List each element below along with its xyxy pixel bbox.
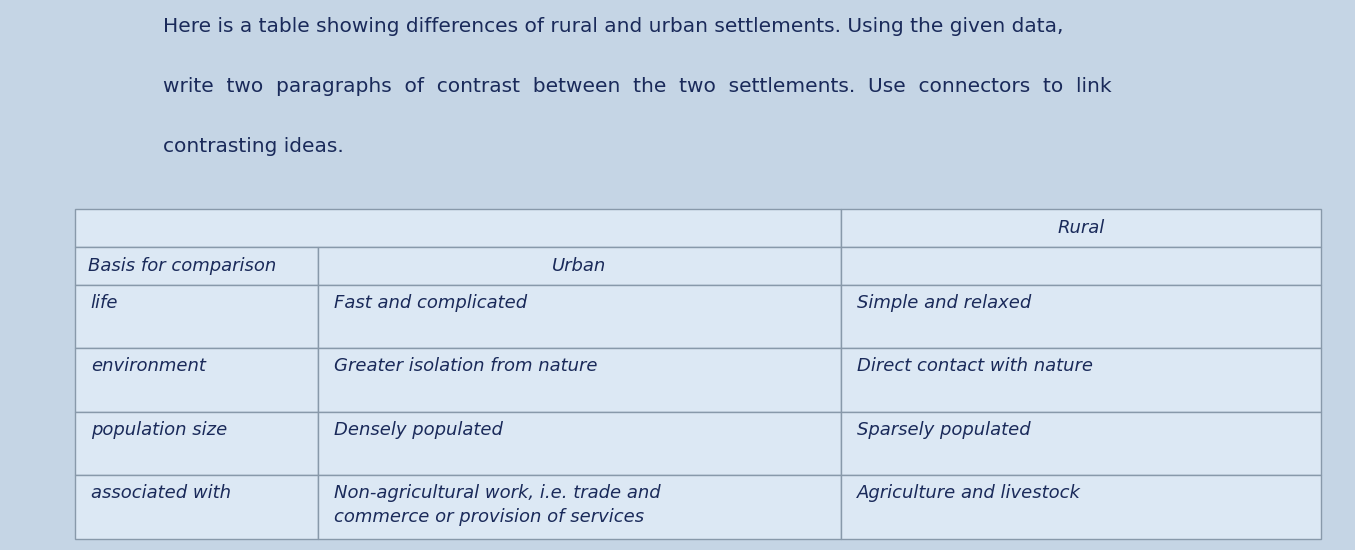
- Text: Simple and relaxed: Simple and relaxed: [858, 294, 1031, 312]
- Text: population size: population size: [91, 421, 228, 439]
- Text: Fast and complicated: Fast and complicated: [333, 294, 527, 312]
- Text: write  two  paragraphs  of  contrast  between  the  two  settlements.  Use  conn: write two paragraphs of contrast between…: [163, 77, 1111, 96]
- Bar: [317, 247, 841, 285]
- Bar: [317, 285, 841, 349]
- Bar: [75, 285, 317, 349]
- Bar: [841, 349, 1321, 412]
- Text: environment: environment: [91, 357, 206, 375]
- Text: life: life: [91, 294, 118, 312]
- Bar: [75, 209, 841, 247]
- Text: Direct contact with nature: Direct contact with nature: [858, 357, 1093, 375]
- Text: contrasting ideas.: contrasting ideas.: [163, 138, 343, 157]
- Text: Basis for comparison: Basis for comparison: [88, 257, 276, 275]
- Text: associated with: associated with: [91, 484, 230, 502]
- Text: Rural: Rural: [1057, 219, 1104, 237]
- Bar: [841, 247, 1321, 285]
- Bar: [841, 412, 1321, 475]
- Text: Sparsely populated: Sparsely populated: [858, 421, 1031, 439]
- Bar: [75, 412, 317, 475]
- Bar: [841, 285, 1321, 349]
- Text: Densely populated: Densely populated: [333, 421, 503, 439]
- Bar: [317, 412, 841, 475]
- Bar: [841, 475, 1321, 539]
- Text: Greater isolation from nature: Greater isolation from nature: [333, 357, 598, 375]
- Bar: [75, 247, 317, 285]
- Bar: [75, 475, 317, 539]
- Text: Non-agricultural work, i.e. trade and: Non-agricultural work, i.e. trade and: [333, 484, 660, 502]
- Text: commerce or provision of services: commerce or provision of services: [333, 508, 644, 526]
- Bar: [841, 209, 1321, 247]
- Text: Here is a table showing differences of rural and urban settlements. Using the gi: Here is a table showing differences of r…: [163, 16, 1064, 36]
- Text: Agriculture and livestock: Agriculture and livestock: [858, 484, 1081, 502]
- Bar: [317, 475, 841, 539]
- Bar: [317, 349, 841, 412]
- Text: Urban: Urban: [553, 257, 607, 275]
- Bar: [75, 349, 317, 412]
